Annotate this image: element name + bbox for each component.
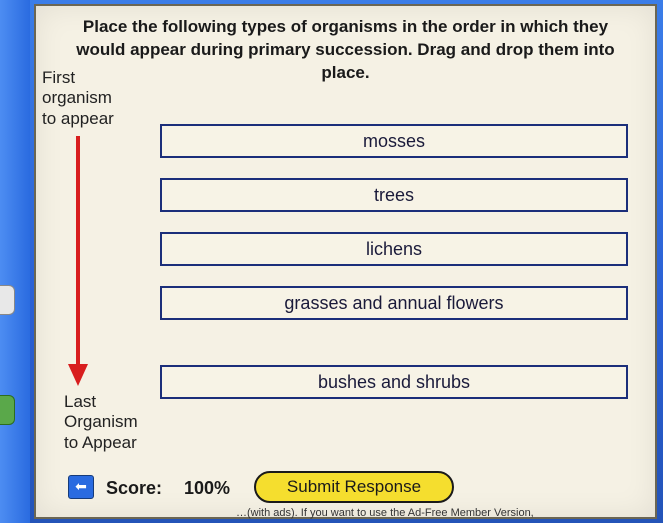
quiz-panel: Place the following types of organisms i… [34,4,657,519]
score-label: Score: [106,478,162,499]
last-label-line3: to Appear [64,433,137,452]
draggable-item[interactable]: grasses and annual flowers [160,286,628,320]
side-tab-grey[interactable] [0,285,15,315]
drop-slots-container: mosses trees lichens grasses and annual … [160,124,628,419]
first-label-line2: organism [42,88,112,107]
last-label-line1: Last [64,392,96,411]
footer-ad-text: …(with ads). If you want to use the Ad-F… [236,507,656,519]
first-label-line3: to appear [42,109,114,128]
instructions-text: Place the following types of organisms i… [36,6,655,89]
arrow-shaft [76,136,80,366]
back-button[interactable]: ⬅ [68,475,94,499]
last-organism-label: Last Organism to Appear [64,392,138,453]
bottom-bar: ⬅ Score: 100% Submit Response [36,463,655,503]
side-tab-green[interactable] [0,395,15,425]
draggable-item[interactable]: lichens [160,232,628,266]
last-label-line2: Organism [64,412,138,431]
draggable-item[interactable]: mosses [160,124,628,158]
succession-arrow [68,136,88,386]
first-organism-label: First organism to appear [42,68,114,129]
score-value: 100% [184,478,230,499]
desktop-background: Place the following types of organisms i… [0,0,663,523]
draggable-item[interactable]: trees [160,178,628,212]
submit-response-button[interactable]: Submit Response [254,471,454,503]
draggable-item[interactable]: bushes and shrubs [160,365,628,399]
arrow-head-icon [68,364,88,386]
left-edge-strip [0,0,30,523]
first-label-line1: First [42,68,75,87]
